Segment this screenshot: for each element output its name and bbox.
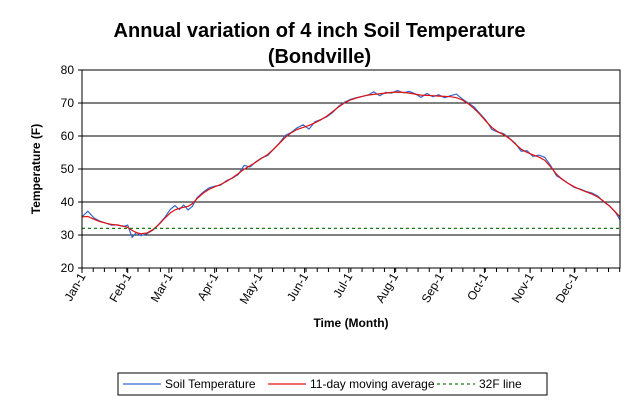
y-tick-label: 50 (61, 162, 75, 176)
series-lines (81, 89, 621, 239)
y-tick-label: 80 (61, 63, 75, 77)
x-tick-label: May-1 (237, 270, 266, 306)
chart-title-line1: Annual variation of 4 inch Soil Temperat… (113, 20, 526, 42)
chart-title: Annual variation of 4 inch Soil Temperat… (0, 18, 639, 70)
legend: Soil Temperature 11-day moving average 32F… (117, 372, 548, 396)
x-tick-label: Sep-1 (419, 270, 447, 305)
x-tick-label: Jul-1 (330, 270, 355, 300)
plot-frame (81, 69, 621, 269)
series-line (81, 91, 621, 235)
x-tick-label: Jan-1 (61, 270, 88, 303)
x-tick-label: Nov-1 (509, 270, 537, 305)
y-tick-label: 70 (61, 96, 75, 110)
x-tick-label: Mar-1 (148, 270, 176, 304)
x-tick-label: Feb-1 (106, 270, 134, 304)
x-axis-title: Time (Month) (313, 316, 388, 330)
y-axis-ticks: 20 30 40 50 60 70 80 (61, 63, 82, 275)
gridlines (82, 102, 620, 236)
x-tick-label: Aug-1 (373, 270, 401, 305)
y-tick-label: 30 (61, 228, 75, 242)
x-tick-label: Oct-1 (464, 270, 491, 303)
chart-title-line2: (Bondville) (267, 46, 372, 68)
y-axis-title: Temperature (F) (29, 124, 43, 214)
x-tick-label: Jun-1 (284, 270, 311, 303)
y-tick-label: 40 (61, 195, 75, 209)
legend-label: 32F line (479, 377, 522, 391)
series-line (81, 89, 621, 239)
x-axis-ticks: Jan-1 Feb-1 Mar-1 Apr-1 May-1 Jun-1 Jul-1 Aug-1… (61, 268, 621, 306)
legend-label: Soil Temperature (165, 377, 256, 391)
legend-label: 11-day moving average (310, 377, 435, 391)
y-tick-label: 60 (61, 129, 75, 143)
x-tick-label: Apr-1 (194, 270, 221, 303)
y-tick-label: 20 (61, 261, 75, 275)
legend-box (117, 372, 548, 396)
x-tick-label: Dec-1 (553, 270, 581, 305)
